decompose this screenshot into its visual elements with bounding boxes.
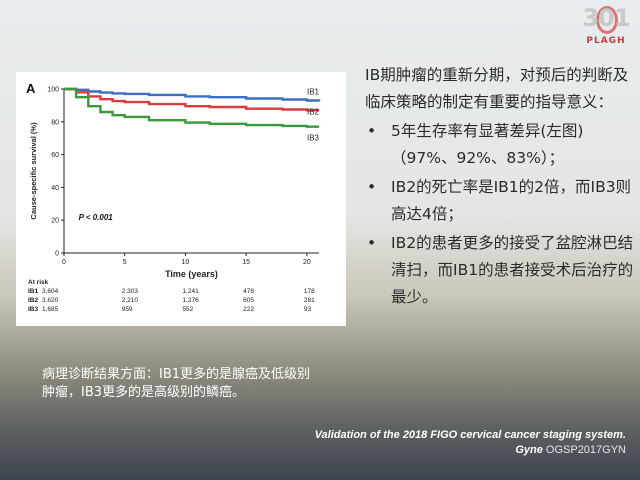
at-risk-value: 2,303: [122, 288, 139, 295]
key-points: IB期肿瘤的重新分期，对预后的判断及临床策略的制定有重要的指导意义： • 5年生…: [365, 62, 635, 311]
logo-text: PLAGH: [586, 36, 626, 46]
bullet-dot: •: [367, 234, 377, 252]
survival-chart: A 0 20 40 60 80 100 0 5 10 15 20 Cause-specific surv…: [26, 81, 321, 313]
at-risk-value: 3,604: [42, 288, 59, 295]
bullet-item: • IB2的患者更多的接受了盆腔淋巴结清扫，而IB1的患者接受术后治疗的最少。: [365, 230, 635, 311]
at-risk-value: 1,685: [42, 306, 59, 313]
at-risk-value: 552: [182, 306, 193, 313]
x-axis-label: Time (years): [165, 269, 218, 279]
y-axis-label: Cause-specific survival (%): [29, 122, 38, 220]
bullet-text: 5年生存率有显著差异(左图)（97%、92%、83%）；: [391, 122, 584, 167]
bullet-text: IB2的死亡率是IB1的2倍，而IB3则高达4倍；: [391, 178, 632, 223]
bullet-dot: •: [367, 178, 377, 196]
x-tick-label: 20: [303, 259, 311, 266]
at-risk-value: 93: [304, 306, 312, 313]
y-tick-label: 80: [51, 119, 59, 126]
at-risk-value: 605: [243, 297, 254, 304]
bullet-item: • IB2的死亡率是IB1的2倍，而IB3则高达4倍；: [365, 174, 635, 228]
y-tick-label: 100: [47, 87, 59, 94]
bullet-text: IB2的患者更多的接受了盆腔淋巴结清扫，而IB1的患者接受术后治疗的最少。: [391, 234, 634, 306]
at-risk-value: 1,276: [182, 297, 199, 304]
curve-label-ib3: IB3: [307, 134, 320, 143]
at-risk-value: 478: [243, 288, 254, 295]
x-tick-label: 5: [123, 259, 127, 266]
citation-journal: Gyne: [515, 444, 543, 456]
hospital-logo: 301 PLAGH: [578, 4, 634, 52]
y-tick-label: 20: [51, 218, 59, 225]
panel-label: A: [26, 81, 36, 96]
y-tick-label: 60: [51, 152, 59, 159]
at-risk-value: 959: [122, 306, 133, 313]
at-risk-row-label: IB1: [28, 288, 39, 295]
survival-chart-panel: A 0 20 40 60 80 100 0 5 10 15 20 Cause-specific surv…: [16, 72, 346, 326]
x-tick-label: 15: [242, 259, 250, 266]
at-risk-value: 281: [304, 297, 315, 304]
survival-curve-ib3: [64, 87, 319, 128]
curve-label-ib2: IB2: [307, 107, 320, 116]
y-tick-label: 40: [51, 185, 59, 192]
citation-source: Gyne OGSP2017GYN: [315, 443, 626, 458]
pathology-note: 病理诊断结果方面：IB1更多的是腺癌及低级别肿瘤，IB3更多的是高级别的鳞癌。: [42, 367, 311, 400]
citation-title: Validation of the 2018 FIGO cervical can…: [314, 429, 626, 441]
at-risk-title: At risk: [28, 279, 49, 286]
logo-number: 301: [582, 4, 630, 32]
intro-text: IB期肿瘤的重新分期，对预后的判断及临床策略的制定有重要的指导意义：: [365, 66, 629, 111]
at-risk-value: 178: [304, 288, 315, 295]
at-risk-row-label: IB2: [28, 297, 39, 304]
x-tick-label: 10: [182, 259, 190, 266]
at-risk-value: 3,620: [42, 297, 59, 304]
p-value-annotation: P < 0.001: [79, 213, 114, 222]
at-risk-value: 1,241: [182, 288, 199, 295]
curve-label-ib1: IB1: [307, 87, 320, 96]
citation: Validation of the 2018 FIGO cervical can…: [315, 428, 626, 458]
watermark-text: OGSP2017GYN: [545, 444, 626, 456]
logo-ring-shape: [596, 6, 618, 34]
at-risk-value: 222: [243, 306, 254, 313]
at-risk-row-label: IB3: [28, 306, 39, 313]
bullet-item: • 5年生存率有显著差异(左图)（97%、92%、83%）；: [365, 118, 635, 172]
bullet-dot: •: [367, 122, 377, 140]
at-risk-value: 2,210: [122, 297, 139, 304]
y-tick-label: 0: [55, 251, 59, 258]
survival-curve-ib2: [64, 87, 319, 112]
x-tick-label: 0: [62, 259, 66, 266]
